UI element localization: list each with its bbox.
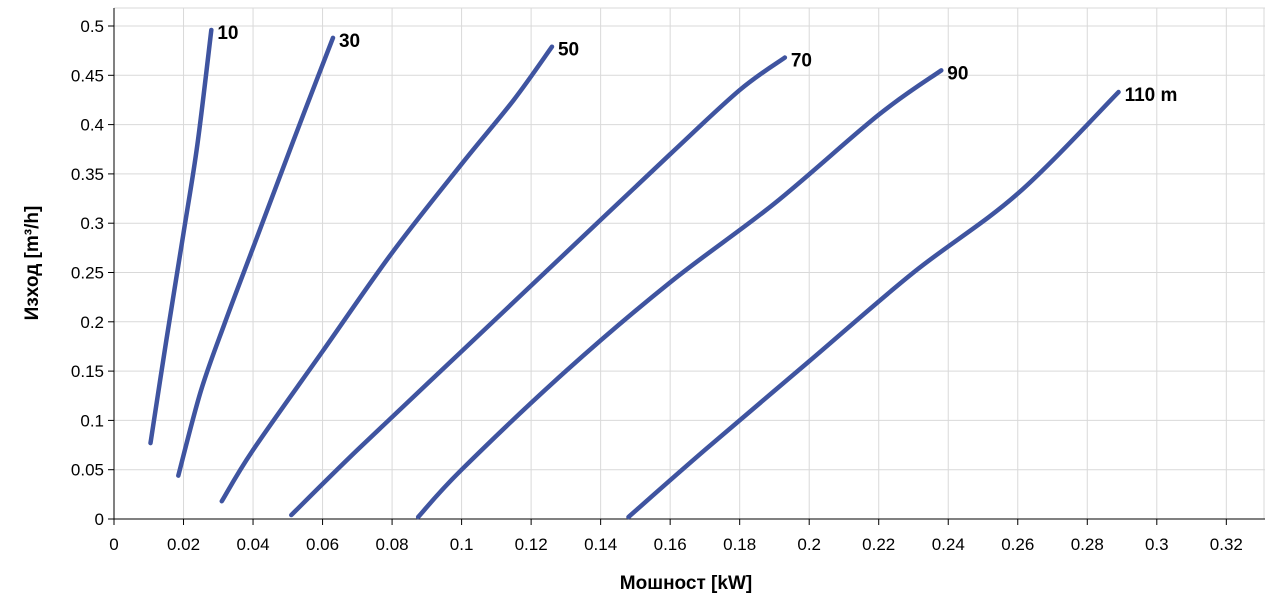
series-label-70: 70: [791, 51, 812, 72]
x-tick-label: 0.28: [1071, 535, 1104, 554]
series-label-50: 50: [558, 40, 579, 61]
axes: [113, 8, 1265, 520]
y-tick-label: 0.35: [71, 165, 104, 184]
series-labels: 10 30 50 70 90 110 m: [217, 23, 1177, 106]
x-tick-label: 0.08: [376, 535, 409, 554]
series-line-50: [219, 44, 555, 504]
series-label-10: 10: [217, 23, 238, 44]
x-tick-label: 0.02: [167, 535, 200, 554]
series-label-90: 90: [947, 63, 968, 84]
series-line-30: [176, 35, 336, 478]
x-tick-label: 0.06: [306, 535, 339, 554]
y-tick-label: 0.3: [80, 214, 104, 233]
y-tick-label: 0.2: [80, 313, 104, 332]
x-tick-label: 0.24: [932, 535, 965, 554]
y-tick-label: 0.4: [80, 116, 104, 135]
series-label-30: 30: [339, 31, 360, 52]
x-tick-label: 0.2: [797, 535, 821, 554]
x-tick-label: 0.22: [862, 535, 895, 554]
series-line-90: [415, 68, 944, 520]
y-tick-label: 0.1: [80, 411, 104, 430]
y-tick-label: 0.05: [71, 461, 104, 480]
ticks: 0 0.02 0.04 0.06 0.08 0.1 0.12 0.14 0.16 0.18 0.2 0…: [71, 17, 1243, 554]
series: [148, 27, 1121, 520]
x-tick-label: 0.16: [654, 535, 687, 554]
x-tick-label: 0: [109, 535, 118, 554]
x-tick-label: 0.18: [723, 535, 756, 554]
grid: [114, 7, 1265, 519]
y-tick-label: 0.5: [80, 17, 104, 36]
x-tick-label: 0.04: [236, 535, 269, 554]
x-tick-label: 0.14: [584, 535, 617, 554]
y-axis-title: Изход [m³/h]: [22, 206, 43, 321]
y-tick-label: 0.25: [71, 264, 104, 283]
x-tick-label: 0.26: [1001, 535, 1034, 554]
series-line-110-m: [626, 89, 1121, 520]
series-label-110-m: 110 m: [1125, 85, 1178, 106]
x-axis-title: Мошност [kW]: [620, 573, 752, 594]
y-tick-label: 0.45: [71, 66, 104, 85]
y-tick-label: 0.15: [71, 362, 104, 381]
series-line-10: [148, 27, 214, 446]
x-tick-label: 0.3: [1145, 535, 1169, 554]
x-tick-label: 0.1: [450, 535, 474, 554]
y-tick-label: 0: [95, 510, 104, 529]
series-line-70: [289, 55, 788, 518]
x-tick-label: 0.32: [1210, 535, 1243, 554]
x-tick-label: 0.12: [515, 535, 548, 554]
